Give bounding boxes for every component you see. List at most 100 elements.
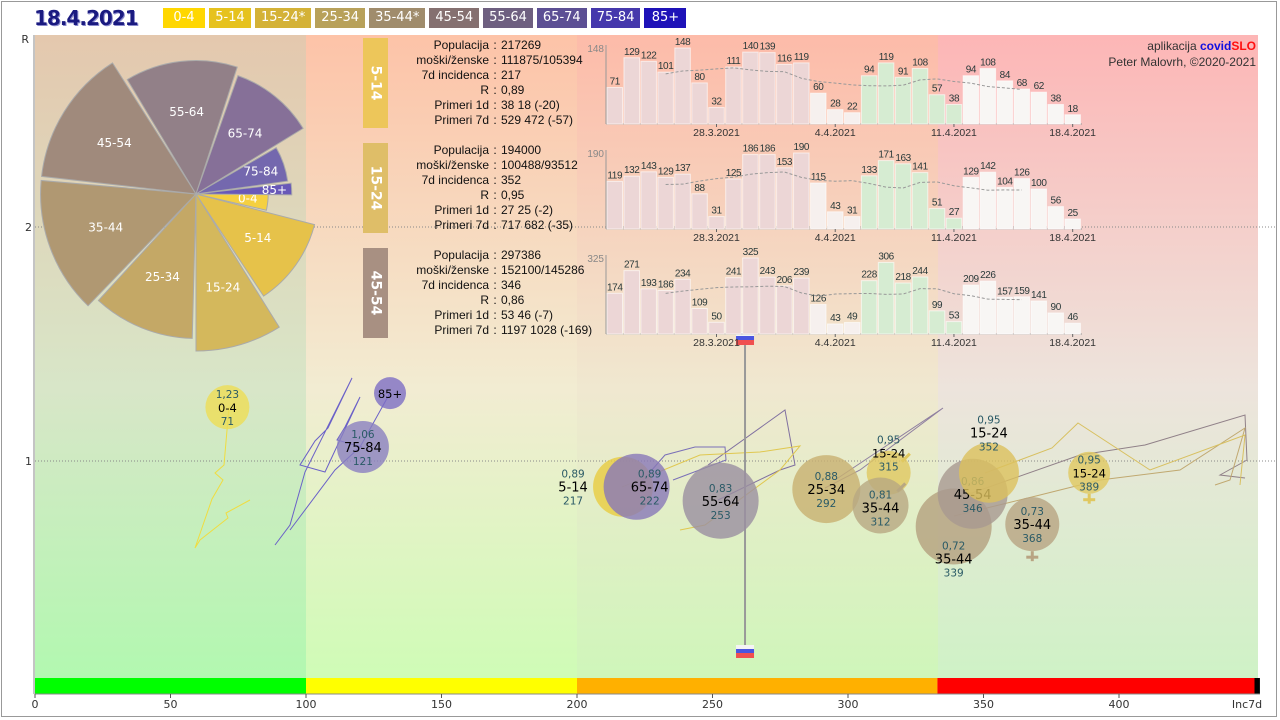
stat-row: 7d incidenca:352: [392, 173, 578, 188]
bar: [691, 193, 708, 230]
stat-value: 152100/145286: [501, 263, 585, 277]
bubble-incidence-value: 346: [963, 503, 983, 515]
bar-value-label: 46: [1068, 312, 1079, 323]
y-axis-label: R: [21, 33, 29, 46]
bar-max-label: 325: [587, 254, 604, 265]
x-tick-label: 400: [1109, 698, 1130, 711]
bar-value-label: 137: [675, 163, 691, 174]
incidence-color-scale: [35, 678, 1260, 694]
stat-row: Primeri 1d:27 25 (-2): [392, 203, 578, 218]
bar-value-label: 126: [811, 294, 827, 305]
stat-value: 717 682 (-35): [501, 218, 574, 232]
stat-value: 0,89: [501, 83, 525, 97]
x-tick-label: 350: [973, 698, 994, 711]
stat-key: Primeri 7d: [434, 323, 489, 337]
legend-item-15-24-[interactable]: 15-24*: [255, 8, 312, 28]
x-tick-label: 50: [164, 698, 178, 711]
x-tick-label: 300: [838, 698, 859, 711]
bar: [640, 288, 657, 335]
bar-value-label: 190: [794, 142, 810, 153]
bar-value-label: 28: [830, 99, 841, 110]
trail-0-4: [194, 406, 251, 549]
bar-value-label: 143: [641, 161, 657, 172]
bar-value-label: 31: [847, 206, 858, 217]
bar: [1064, 322, 1081, 335]
stat-key: Populacija: [433, 38, 489, 52]
bar-value-label: 38: [949, 93, 960, 104]
x-tick-label: 100: [296, 698, 317, 711]
pie-slice-label: 25-34: [145, 270, 180, 284]
bar: [725, 277, 742, 335]
bar-value-label: 129: [963, 166, 979, 177]
trail-35-44: [953, 426, 1246, 517]
bar: [843, 322, 861, 335]
stat-colon: :: [493, 83, 497, 97]
bubble-label: 75-84: [344, 441, 382, 456]
bar-value-label: 88: [694, 183, 705, 194]
bubble-0-4[interactable]: 1,23 710-4: [205, 385, 250, 430]
pie-slice-label: 45-54: [97, 136, 132, 150]
stat-colon: :: [493, 188, 497, 202]
bubble-circle: [336, 420, 389, 473]
pie-slice-35-44: [40, 179, 198, 307]
bubble-r-value: 0,73: [1021, 506, 1044, 518]
bar-date-label: 18.4.2021: [1049, 232, 1096, 244]
bar-value-label: 132: [624, 165, 640, 176]
stat-row: R:0,86: [392, 293, 592, 308]
incidence-band: [577, 678, 938, 694]
legend-item-65-74[interactable]: 65-74: [536, 8, 587, 28]
bubble-incidence-value: 312: [870, 516, 890, 528]
legend-item-0-4[interactable]: 0-4: [163, 8, 205, 28]
legend-item-55-64[interactable]: 55-64: [483, 8, 533, 28]
bar-max-label: 190: [587, 149, 604, 160]
bar-value-label: 119: [879, 52, 895, 63]
bar-value-label: 234: [675, 268, 691, 279]
legend-item-75-84[interactable]: 75-84: [590, 8, 641, 28]
legend-item-35-44-[interactable]: 35-44*: [369, 8, 426, 28]
bar: [962, 176, 980, 230]
bubble-label: 55-64: [702, 495, 740, 510]
stat-row: moški/ženske:100488/93512: [392, 158, 577, 173]
bar: [623, 175, 640, 230]
legend-item-25-34[interactable]: 25-34: [315, 8, 366, 28]
stat-key: moški/ženske: [416, 53, 489, 67]
bar-value-label: 32: [711, 97, 722, 108]
bar-value-label: 100: [1031, 178, 1047, 189]
stat-row: Primeri 1d:53 46 (-7): [392, 308, 592, 323]
panel-group-badge: 15-24: [363, 143, 388, 233]
legend-item-85-[interactable]: 85+: [644, 8, 687, 28]
bar-value-label: 193: [641, 278, 657, 289]
stat-row: 7d incidenca:217: [392, 68, 583, 83]
bar-value-label: 171: [878, 150, 894, 161]
bar: [894, 163, 912, 230]
bar-value-label: 271: [624, 260, 640, 271]
bubble-85+[interactable]: 85+: [374, 377, 407, 410]
bar-value-label: 108: [912, 58, 928, 69]
bar: [1030, 91, 1047, 125]
bar-value-label: 27: [949, 207, 960, 218]
pie-slice-45-54: [41, 62, 197, 195]
bubble-label: 15-24: [970, 427, 1008, 442]
stat-key: 7d incidenca: [421, 173, 489, 187]
bar-value-label: 43: [830, 201, 841, 212]
band-bg-red: [938, 35, 1258, 678]
age-group-legend: 0-4 5-14 15-24* 25-34 35-44* 45-54 55-64 65-74 7…: [163, 8, 687, 28]
stat-value: 38 18 (-20): [501, 98, 560, 112]
bar-value-label: 50: [711, 311, 722, 322]
legend-item-45-54[interactable]: 45-54: [429, 8, 480, 28]
legend-item-5-14[interactable]: 5-14: [209, 8, 251, 28]
bubble-series: 1,23710-485+1,0612175-840,892175-140,892…: [205, 377, 1111, 580]
stat-value: 0,95: [501, 188, 525, 202]
stat-key: 7d incidenca: [421, 68, 489, 82]
stat-value: 217: [501, 68, 522, 82]
stat-row: Primeri 7d:717 682 (-35): [392, 218, 578, 233]
bar-value-label: 159: [1014, 286, 1030, 297]
